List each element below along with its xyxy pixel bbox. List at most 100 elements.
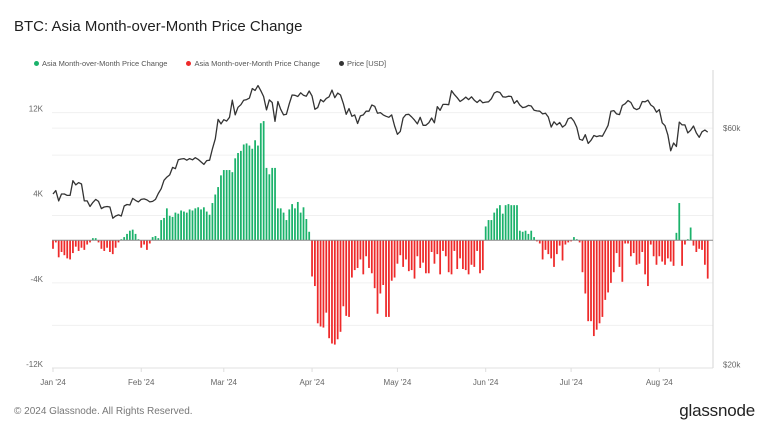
bar-negative — [476, 240, 479, 251]
bar-negative — [456, 240, 459, 270]
bar-negative — [442, 240, 444, 251]
bar-positive — [530, 230, 533, 241]
bar-negative — [359, 240, 362, 260]
bar-negative — [422, 240, 424, 263]
bar-positive — [504, 205, 507, 241]
bar-positive — [160, 220, 163, 241]
bar-negative — [385, 240, 387, 317]
bar-positive — [128, 230, 131, 241]
legend-dot-red — [186, 61, 192, 66]
bar-negative — [370, 240, 373, 274]
bar-negative — [444, 240, 447, 257]
bar-negative — [555, 240, 558, 255]
bar-negative — [658, 240, 661, 257]
bar-negative — [661, 240, 664, 262]
bar-positive — [686, 239, 689, 241]
bar-positive — [262, 121, 265, 241]
bar-negative — [561, 240, 564, 261]
glassnode-logo: glassnode — [679, 401, 755, 420]
bar-positive — [191, 210, 194, 241]
bar-negative — [541, 240, 544, 260]
bar-negative — [80, 240, 83, 248]
bar-positive — [208, 214, 211, 241]
bar-negative — [601, 240, 604, 317]
bar-positive — [225, 170, 228, 241]
bar-negative — [479, 240, 481, 274]
bar-positive — [217, 187, 219, 241]
bar-positive — [185, 212, 188, 241]
legend-label: Asia Month-over-Month Price Change — [42, 59, 168, 68]
bar-positive — [268, 174, 271, 241]
bar-positive — [194, 208, 197, 241]
bar-negative — [581, 240, 584, 273]
bar-negative — [433, 240, 436, 264]
legend-item-positive-change[interactable]: Asia Month-over-Month Price Change — [34, 59, 167, 68]
bar-negative — [388, 240, 390, 317]
bar-negative — [348, 240, 350, 317]
bar-negative — [57, 240, 60, 258]
bar-negative — [621, 240, 624, 282]
bar-negative — [459, 240, 461, 259]
y-right-tick-label: $60k — [723, 124, 741, 133]
bar-positive — [183, 211, 185, 241]
bar-negative — [311, 240, 313, 277]
bar-negative — [83, 240, 86, 250]
bar-negative — [63, 240, 66, 256]
bar-negative — [638, 240, 641, 264]
bar-negative — [328, 240, 331, 339]
bar-positive — [285, 220, 288, 241]
bar-positive — [279, 208, 282, 241]
bar-negative — [467, 240, 470, 275]
bar-negative — [419, 240, 422, 268]
bar-positive — [231, 172, 234, 241]
bar-positive — [513, 205, 516, 241]
bar-positive — [257, 145, 259, 241]
bar-negative — [544, 240, 547, 250]
bar-positive — [524, 230, 527, 241]
bar-negative — [578, 240, 581, 243]
bar-negative — [462, 240, 464, 270]
y-left-tick-label: 4K — [33, 190, 43, 199]
bar-positive — [168, 215, 171, 241]
bar-negative — [143, 240, 145, 245]
legend-item-price[interactable]: Price [USD] — [338, 59, 387, 68]
bar-positive — [527, 233, 530, 241]
bar-negative — [612, 240, 615, 273]
bar-positive — [177, 213, 180, 241]
bar-positive — [274, 167, 276, 241]
bar-positive — [91, 238, 94, 241]
bar-negative — [402, 240, 405, 267]
bar-negative — [436, 240, 439, 255]
bar-negative — [590, 240, 592, 322]
bar-positive — [151, 237, 154, 241]
bar-positive — [496, 208, 498, 241]
bar-negative — [416, 240, 419, 257]
bar-negative — [703, 240, 706, 265]
bar-positive — [202, 207, 205, 241]
bar-negative — [425, 240, 427, 274]
bar-positive — [510, 205, 513, 241]
bar-negative — [100, 240, 103, 249]
bar-negative — [339, 240, 342, 332]
bar-positive — [308, 231, 311, 241]
x-tick-label: Feb '24 — [128, 378, 155, 387]
bar-negative — [615, 240, 618, 254]
bar-positive — [516, 205, 518, 241]
bar-positive — [518, 230, 521, 241]
bar-positive — [211, 203, 214, 241]
bar-negative — [430, 240, 433, 252]
bar-negative — [333, 240, 336, 345]
bar-positive — [302, 207, 305, 241]
bar-positive — [487, 220, 490, 241]
bar-negative — [342, 240, 345, 307]
bar-positive — [228, 170, 231, 241]
bar-negative — [356, 240, 359, 268]
bar-negative — [439, 240, 442, 275]
bar-negative — [681, 240, 683, 266]
legend-item-negative-change[interactable]: Asia Month-over-Month Price Change — [186, 59, 320, 68]
bar-negative — [353, 240, 356, 271]
legend-label: Price [USD] — [346, 59, 387, 68]
bar-positive — [222, 170, 225, 241]
bar-negative — [413, 240, 416, 279]
bar-negative — [618, 240, 621, 267]
